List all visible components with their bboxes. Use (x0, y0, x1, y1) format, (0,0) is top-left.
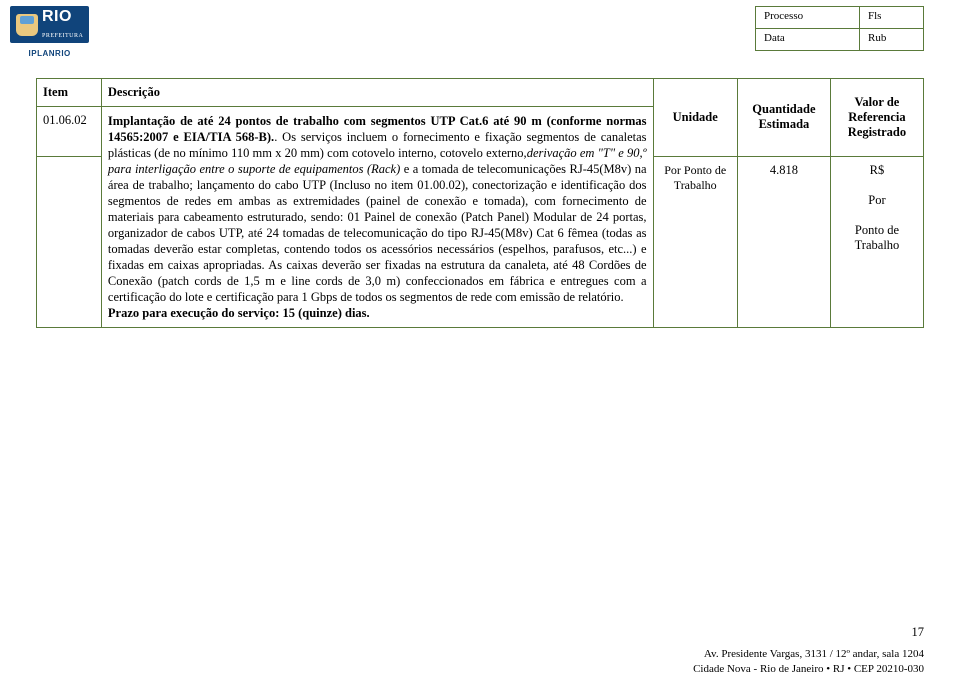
item-code: 01.06.02 (37, 107, 102, 157)
valor-line1: R$ (870, 163, 885, 177)
col-header-valor: Valor de Referencia Registrado (830, 79, 923, 157)
unidade-cell: Por Ponto de Trabalho (653, 156, 737, 327)
crest-icon (16, 14, 38, 36)
col-header-descricao: Descrição (101, 79, 653, 107)
logo-prefeitura: PREFEITURA (42, 33, 83, 39)
header-meta-table: Processo Fls Data Rub (755, 6, 924, 51)
desc-lead: Implantação de até 24 pontos de trabalho… (108, 114, 542, 128)
agency-name: IPLANRIO (29, 49, 71, 58)
quantidade-cell: 4.818 (737, 156, 830, 327)
table-header-row: Item Descrição Unidade Quantidade Estima… (37, 79, 924, 107)
empty-cell (37, 156, 102, 327)
table-row: Data Rub (756, 29, 924, 51)
logo-block: RIO PREFEITURA IPLANRIO (10, 6, 89, 58)
meta-label: Data (756, 29, 860, 51)
items-table: Item Descrição Unidade Quantidade Estima… (36, 78, 924, 328)
desc-prazo: Prazo para execução do serviço: 15 (quin… (108, 306, 370, 320)
logo-city: RIO (42, 8, 72, 25)
item-description: Implantação de até 24 pontos de trabalho… (101, 107, 653, 328)
meta-label: Processo (756, 7, 860, 29)
page-header: RIO PREFEITURA IPLANRIO Processo Fls Dat… (0, 0, 960, 60)
footer-address-2: Cidade Nova - Rio de Janeiro • RJ • CEP … (693, 662, 924, 677)
table-row: Processo Fls (756, 7, 924, 29)
col-header-quantidade: Quantidade Estimada (737, 79, 830, 157)
desc-plain2: e a tomada de telecomunicações RJ-45(M8v… (108, 162, 647, 304)
rio-logo: RIO PREFEITURA (10, 6, 89, 43)
footer-address-1: Av. Presidente Vargas, 3131 / 12º andar,… (693, 647, 924, 662)
valor-cell: R$ Por Ponto de Trabalho (830, 156, 923, 327)
meta-value: Rub (860, 29, 924, 51)
page-footer: 17 Av. Presidente Vargas, 3131 / 12º and… (693, 624, 924, 677)
valor-line2: Por (868, 193, 885, 207)
meta-value: Fls (860, 7, 924, 29)
col-header-unidade: Unidade (653, 79, 737, 157)
valor-line3: Ponto de Trabalho (855, 223, 900, 252)
page-number: 17 (693, 624, 924, 641)
col-header-item: Item (37, 79, 102, 107)
